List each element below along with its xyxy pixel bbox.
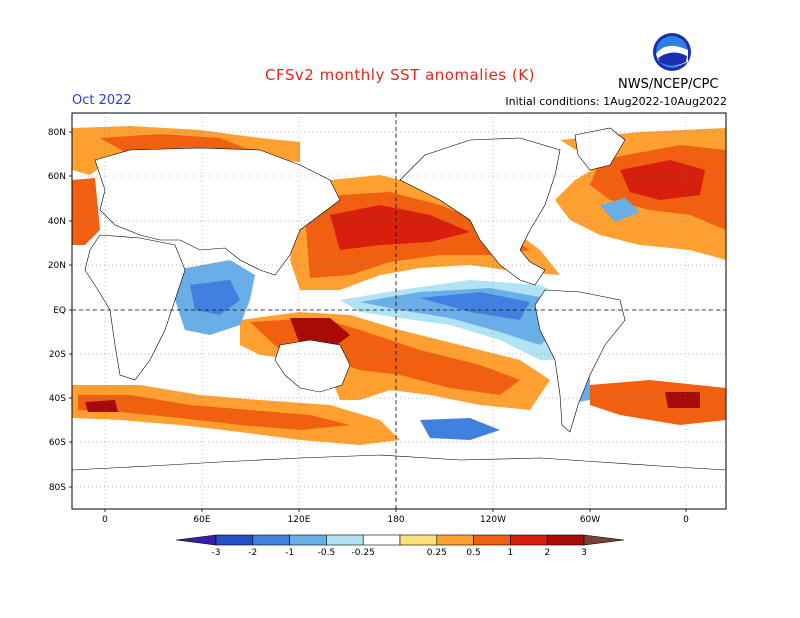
noaa-logo-icon (653, 33, 691, 71)
colorbar-swatch (510, 534, 548, 546)
north-america (399, 137, 561, 286)
colorbar-swatch (252, 534, 290, 546)
colorbar-swatch (546, 534, 585, 546)
cool-anomaly-region (420, 292, 530, 320)
colorbar-max-arrow (583, 534, 625, 546)
south-america (534, 289, 626, 433)
colorbar-swatch (326, 534, 364, 546)
australia (274, 339, 351, 393)
lon-tick-label: 180 (387, 515, 404, 525)
lat-tick-label: 60N (48, 172, 66, 182)
lon-tick-label: 60W (580, 515, 600, 525)
colorbar-label: 1 (508, 548, 514, 558)
cool-anomaly-region (420, 418, 500, 440)
colorbar-label: 3 (581, 548, 587, 558)
lon-tick-label: 60E (193, 515, 210, 525)
colorbar-swatch (362, 534, 401, 546)
lat-tick-label: 20N (48, 261, 66, 271)
initial-conditions: Initial conditions: 1Aug2022-10Aug2022 (505, 95, 727, 108)
lat-tick-label: EQ (53, 306, 66, 316)
lon-tick-label: 0 (683, 515, 689, 525)
warm-anomaly-region (72, 178, 100, 245)
warm-anomaly-region (620, 160, 705, 200)
gridlines (72, 113, 726, 509)
map-frame (71, 112, 727, 510)
colorbar-label: -0.5 (318, 548, 336, 558)
lat-tick-label: 80S (49, 483, 66, 493)
eurasia (94, 147, 341, 276)
colorbar-swatch (289, 534, 327, 546)
warm-anomaly-region (85, 400, 118, 412)
colorbar-label: -0.25 (352, 548, 375, 558)
colorbar-label: 0.5 (466, 548, 480, 558)
cool-anomaly-region (600, 198, 640, 222)
agency-label: NWS/NCEP/CPC (618, 77, 719, 92)
lat-tick-label: 20S (49, 350, 66, 360)
colorbar-label: -2 (248, 548, 257, 558)
lon-tick-label: 0 (102, 515, 108, 525)
warm-anomaly-region (665, 392, 700, 408)
lat-tick-label: 40N (48, 217, 66, 227)
colorbar-swatch (473, 534, 511, 546)
warm-anomaly-region (78, 395, 350, 430)
lat-tick-label: 40S (49, 394, 66, 404)
colorbar-swatch (399, 534, 438, 546)
lat-tick-label: 80N (48, 128, 66, 138)
colorbar-label: -3 (212, 548, 221, 558)
warm-anomaly-region (590, 380, 726, 425)
colorbar-swatch (436, 534, 474, 546)
greenland (574, 127, 626, 171)
colorbar-min-arrow (175, 534, 217, 546)
africa (84, 234, 186, 381)
lat-tick-label: 60S (49, 438, 66, 448)
lon-tick-label: 120W (480, 515, 506, 525)
latitude-labels: 80N 60N 40N 20N EQ 20S 40S 60S 80S (48, 128, 72, 493)
longitude-labels: 0 60E 120E 180 120W 60W 0 (102, 509, 689, 525)
colorbar: -3 -2 -1 -0.5 -0.25 0.25 0.5 1 2 3 (175, 534, 625, 558)
warm-anomaly-region (330, 205, 470, 250)
lon-tick-label: 120E (288, 515, 311, 525)
colorbar-label: -1 (285, 548, 294, 558)
colorbar-swatch (215, 534, 254, 546)
colorbar-label: 0.25 (427, 548, 447, 558)
colorbar-label: 2 (544, 548, 550, 558)
antarctica (72, 454, 726, 509)
anomaly-field (72, 113, 726, 509)
forecast-period: Oct 2022 (72, 93, 132, 108)
map-title: CFSv2 monthly SST anomalies (K) (265, 66, 535, 84)
cool-anomaly-region (190, 280, 240, 315)
